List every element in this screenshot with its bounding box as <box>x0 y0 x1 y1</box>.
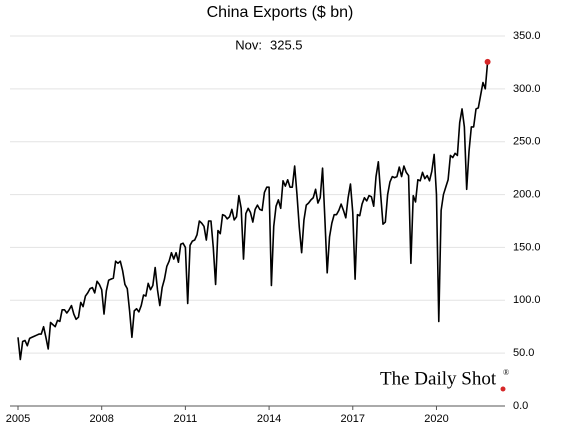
annotation-value: 325.5 <box>270 37 303 52</box>
y-tick-label: 250.0 <box>513 136 541 148</box>
series-line <box>17 61 489 361</box>
chart-title: China Exports ($ bn) <box>207 4 354 21</box>
x-tick-label: 2005 <box>6 413 30 425</box>
y-tick-label: 0.0 <box>513 400 528 412</box>
y-tick-label: 300.0 <box>513 83 541 95</box>
y-tick-label: 350.0 <box>513 30 541 42</box>
y-tick-label: 200.0 <box>513 188 541 200</box>
annotation-label: Nov: <box>235 37 262 52</box>
y-tick-label: 150.0 <box>513 241 541 253</box>
source-logo: The Daily Shot <box>380 368 497 389</box>
x-tick-label: 2011 <box>174 413 198 425</box>
last-point <box>484 58 491 65</box>
x-tick-label: 2020 <box>424 413 448 425</box>
x-tick-label: 2017 <box>341 413 365 425</box>
logo-dot <box>500 386 506 392</box>
y-tick-label: 50.0 <box>513 347 534 359</box>
y-tick-label: 100.0 <box>513 294 541 306</box>
source-logo-mark: ® <box>503 368 509 377</box>
x-tick-label: 2014 <box>257 413 281 425</box>
x-tick-label: 2008 <box>89 413 113 425</box>
